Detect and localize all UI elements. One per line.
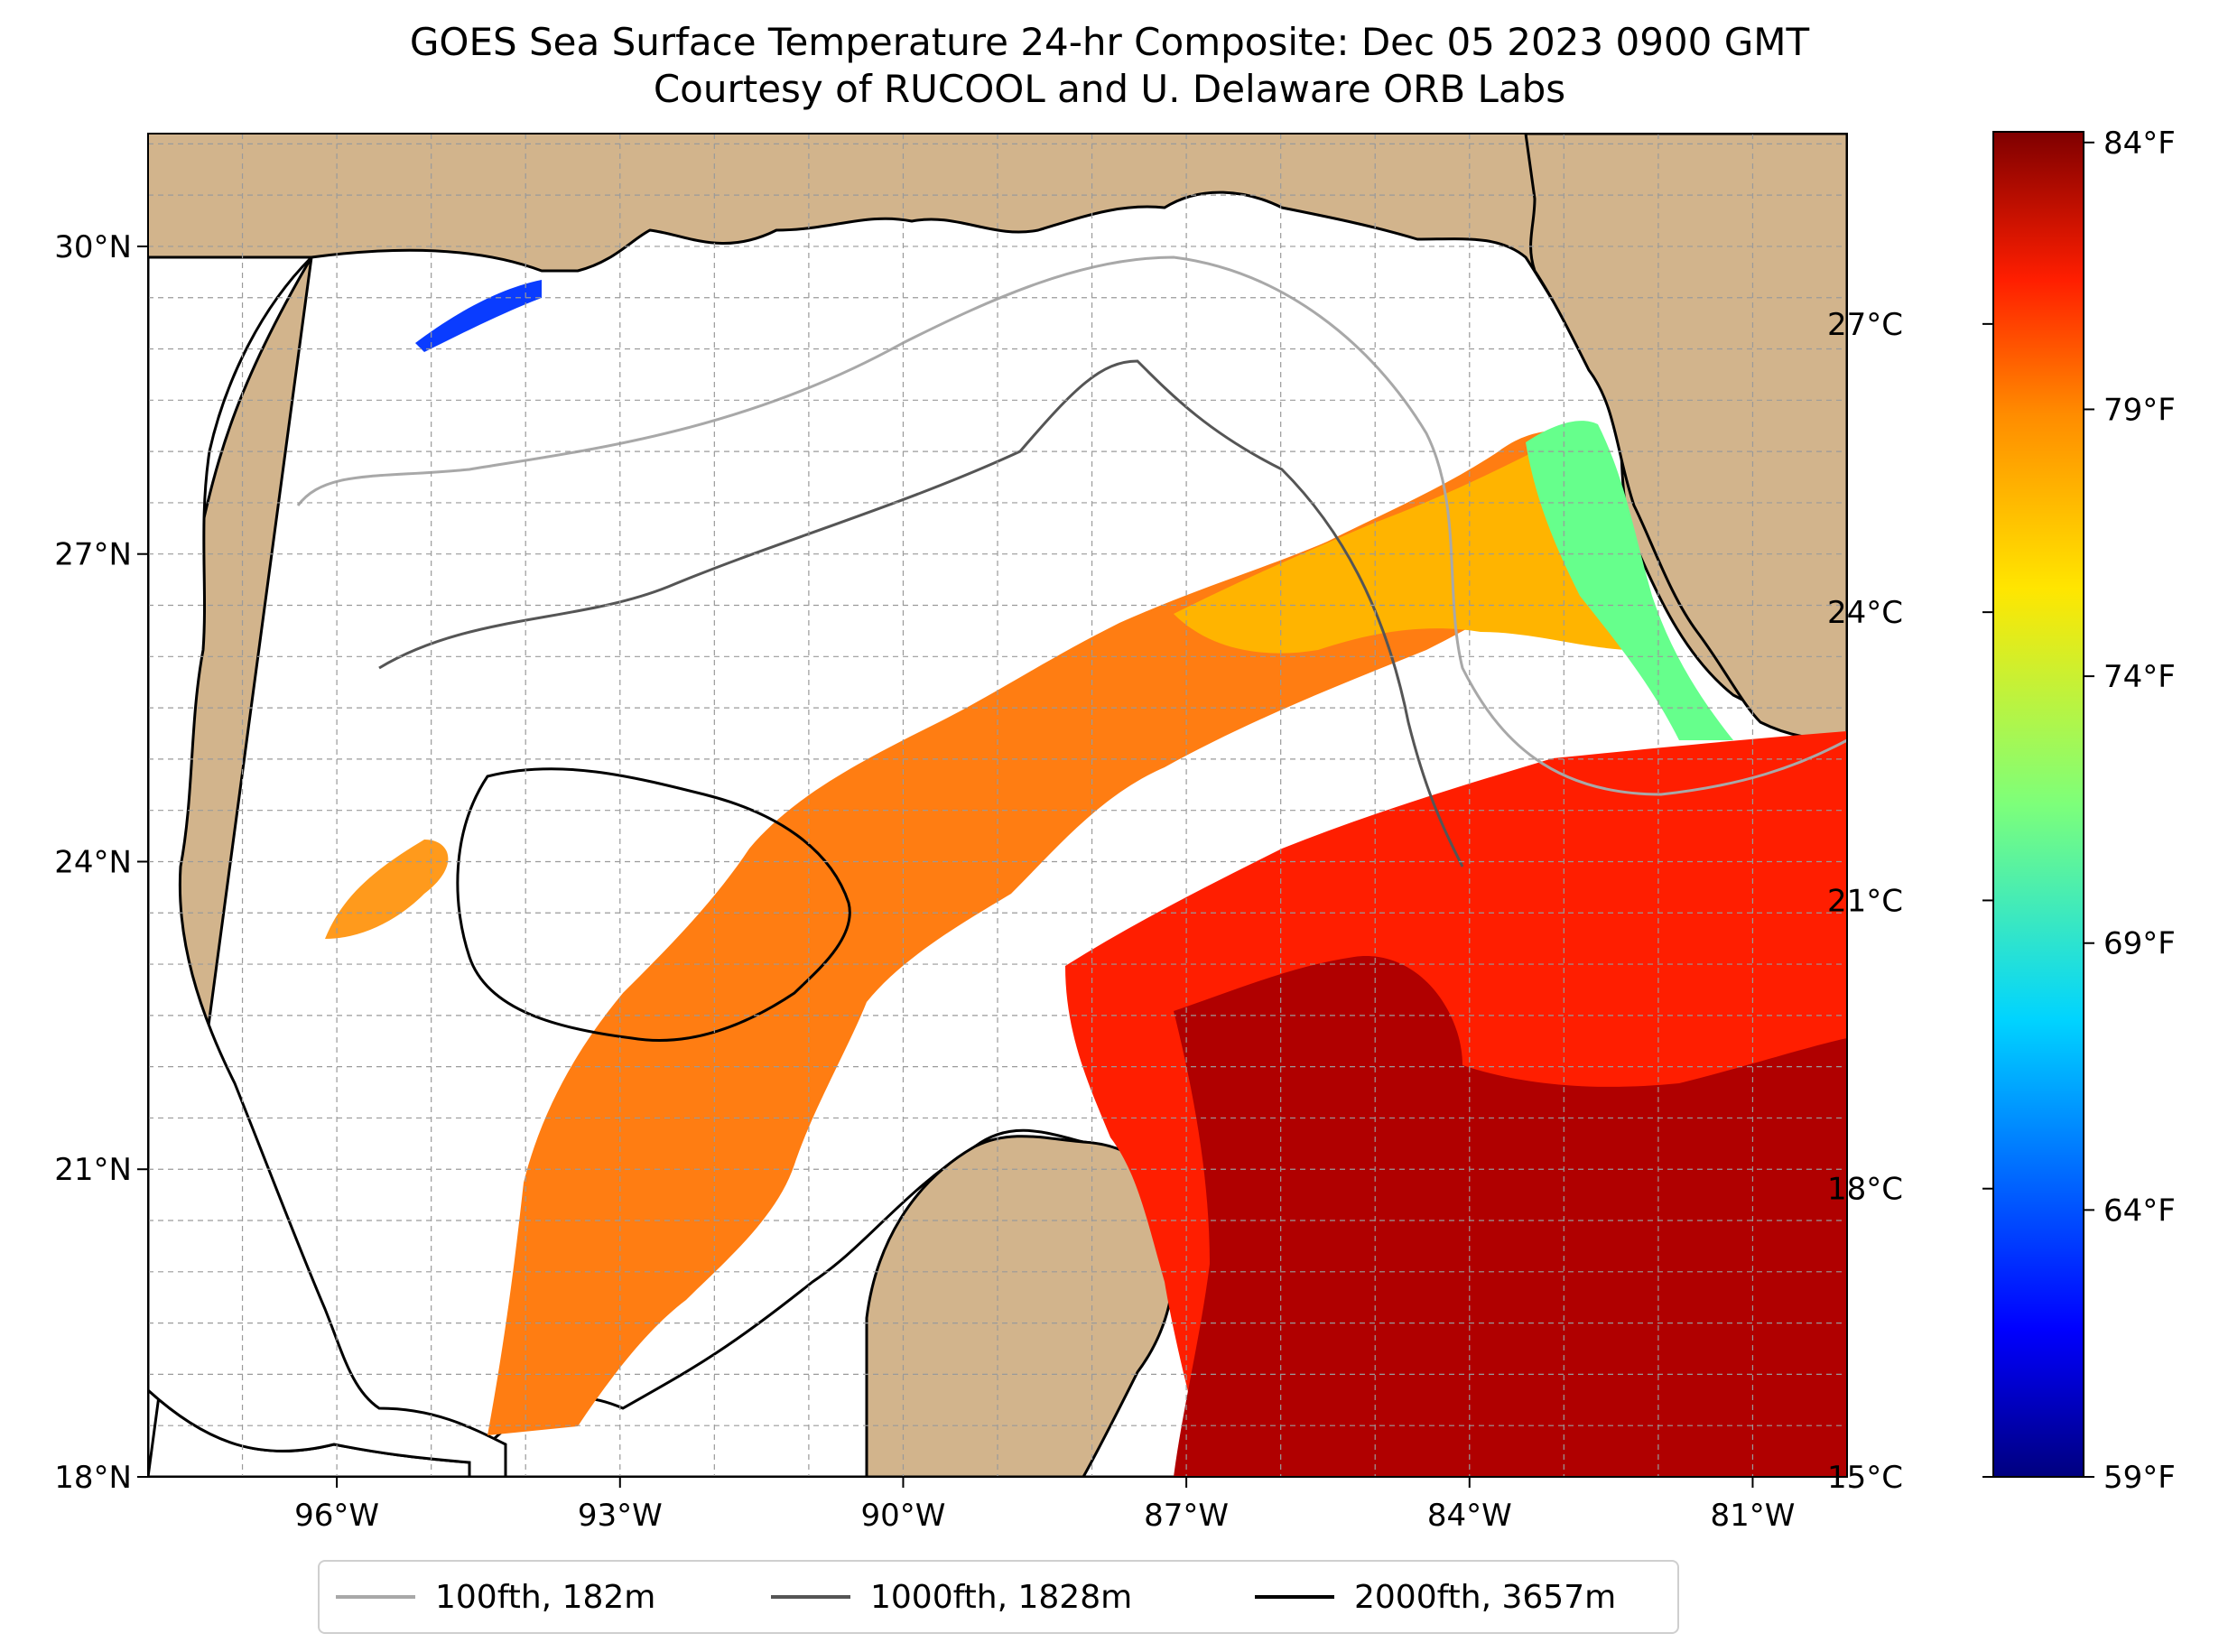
legend-label-1000fth: 1000fth, 1828m bbox=[870, 1578, 1133, 1616]
lat-tick-label: 24°N bbox=[54, 844, 132, 880]
florida-peninsula bbox=[1524, 134, 1847, 742]
map-frame bbox=[147, 133, 1848, 1478]
gridlines bbox=[148, 134, 1847, 1477]
western-gulf-water bbox=[148, 255, 507, 1477]
colorbar bbox=[1992, 131, 2084, 1478]
celsius-tick-label: 18°C bbox=[1827, 1172, 1903, 1208]
lat-tick-label: 18°N bbox=[54, 1460, 132, 1496]
lon-tick-label: 84°W bbox=[1427, 1498, 1512, 1534]
legend-swatch-1000fth bbox=[771, 1595, 850, 1599]
sst-green-nearshore bbox=[1526, 421, 1733, 740]
sst-orange-swath bbox=[487, 424, 1616, 1435]
fahrenheit-tick-label: 59°F bbox=[2103, 1460, 2176, 1496]
axis-ticks: 18°N 21°N 24°N 27°N 30°N 96°W 93°W 90°W 87°W 84°W… bbox=[54, 229, 1795, 1534]
celsius-tick-label: 27°C bbox=[1827, 307, 1903, 343]
celsius-tick-label: 24°C bbox=[1827, 595, 1903, 631]
sst-yellow-swath bbox=[1174, 442, 1634, 654]
lon-tick-label: 87°W bbox=[1144, 1498, 1229, 1534]
colorbar-ticks: 15°C 18°C 21°C 24°C 27°C 59°F 64°F 69°F 74°F 79°F… bbox=[1827, 125, 2176, 1496]
lat-tick-label: 21°N bbox=[54, 1152, 132, 1188]
legend-item-2000fth: 2000fth, 3657m bbox=[1255, 1562, 1616, 1632]
lon-tick-label: 90°W bbox=[860, 1498, 945, 1534]
lat-tick-label: 27°N bbox=[54, 537, 132, 573]
contour-1000fth bbox=[378, 359, 1464, 868]
fahrenheit-tick-label: 64°F bbox=[2103, 1193, 2176, 1229]
lat-tick-label: 30°N bbox=[54, 229, 132, 265]
fahrenheit-tick-label: 84°F bbox=[2103, 125, 2176, 162]
fahrenheit-tick-label: 69°F bbox=[2103, 926, 2176, 962]
fahrenheit-tick-label: 74°F bbox=[2103, 659, 2176, 695]
map-subtitle: Courtesy of RUCOOL and U. Delaware ORB L… bbox=[653, 67, 1566, 111]
lon-tick-label: 96°W bbox=[294, 1498, 379, 1534]
legend-label-2000fth: 2000fth, 3657m bbox=[1354, 1578, 1617, 1616]
sst-orange-texas-patch bbox=[325, 840, 449, 939]
map-area bbox=[148, 134, 1847, 1477]
contour-100fth bbox=[296, 255, 1847, 796]
sst-darkred-caribbean bbox=[1174, 956, 1847, 1477]
map-title: GOES Sea Surface Temperature 24-hr Compo… bbox=[409, 20, 1810, 64]
fahrenheit-tick-label: 79°F bbox=[2103, 392, 2176, 428]
legend-label-100fth: 100fth, 182m bbox=[435, 1578, 656, 1616]
lon-tick-label: 81°W bbox=[1710, 1498, 1795, 1534]
legend-swatch-2000fth bbox=[1255, 1595, 1334, 1599]
contour-legend: 100fth, 182m 1000fth, 1828m 2000fth, 365… bbox=[318, 1560, 1679, 1634]
legend-item-1000fth: 1000fth, 1828m bbox=[771, 1562, 1132, 1632]
lon-tick-label: 93°W bbox=[578, 1498, 663, 1534]
contour-2000fth bbox=[456, 767, 851, 1042]
legend-swatch-100fth bbox=[336, 1595, 415, 1599]
celsius-tick-label: 15°C bbox=[1827, 1460, 1903, 1496]
celsius-tick-label: 21°C bbox=[1827, 883, 1903, 919]
legend-item-100fth: 100fth, 182m bbox=[336, 1562, 655, 1632]
